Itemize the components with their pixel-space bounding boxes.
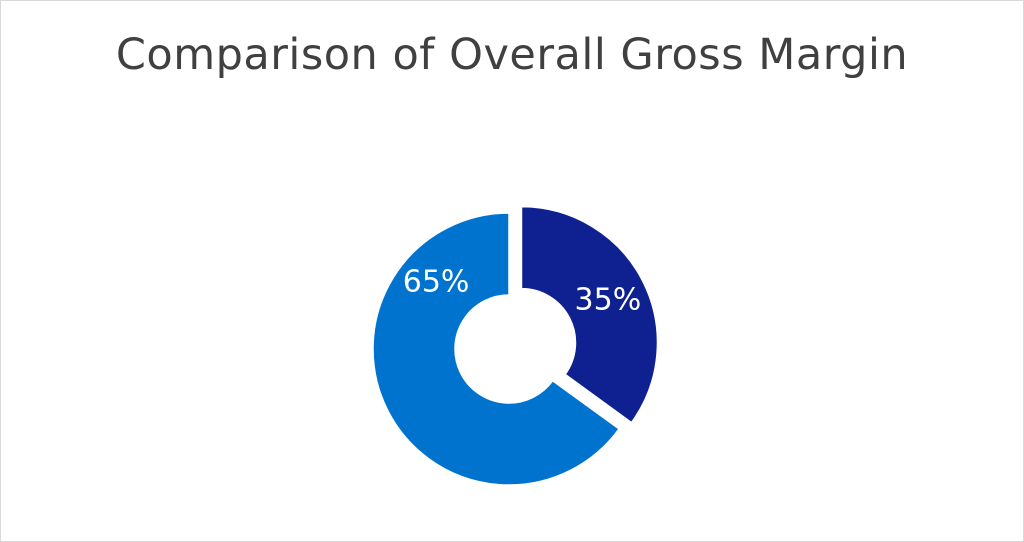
chart-title: Comparison of Overall Gross Margin: [115, 30, 909, 80]
doughnut-slices: [372, 205, 659, 486]
slice-label-0: 35%: [575, 283, 642, 318]
doughnut-slice-0: [520, 205, 659, 424]
doughnut-labels: 35% 65%: [403, 265, 641, 318]
doughnut-slice-1: [372, 212, 621, 486]
slice-label-1: 65%: [403, 265, 470, 300]
